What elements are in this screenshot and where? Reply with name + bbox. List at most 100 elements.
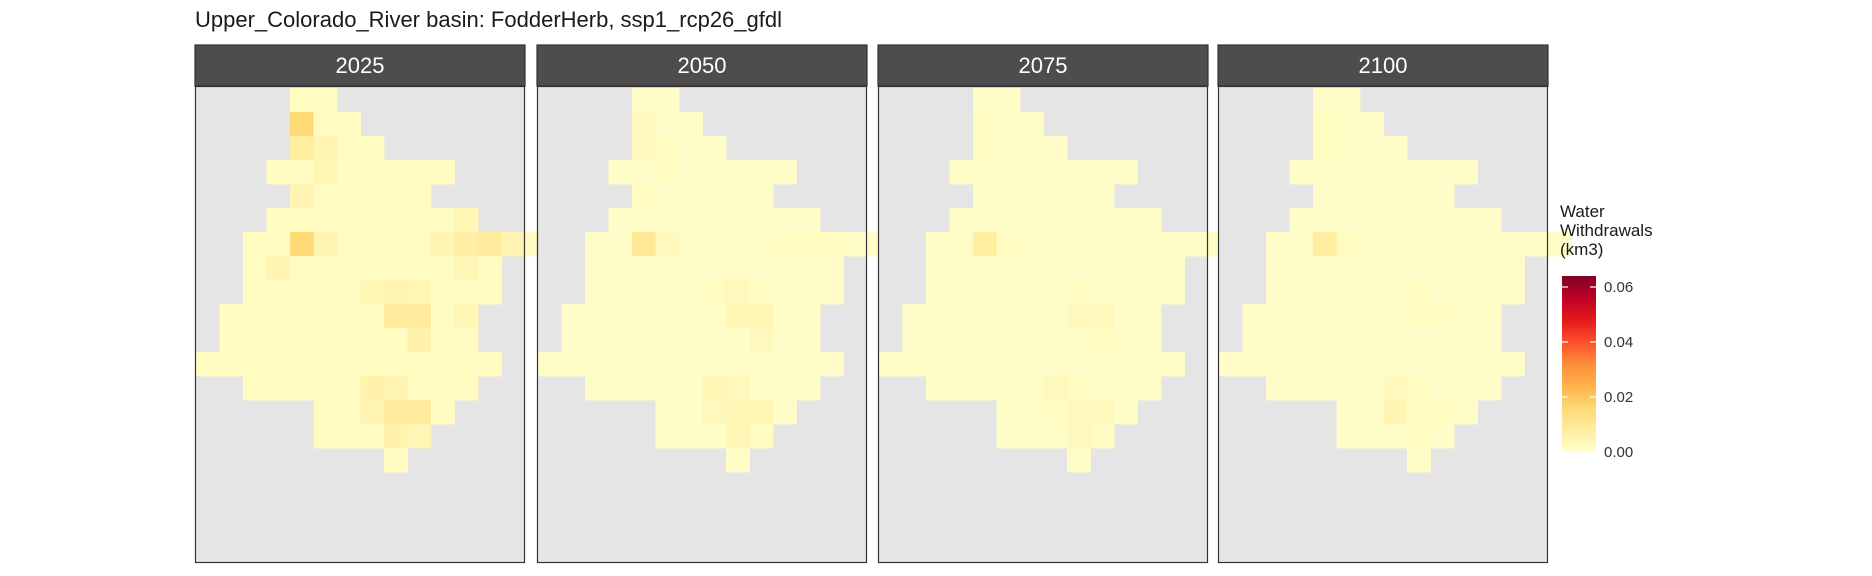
heatmap-cell <box>1067 376 1091 401</box>
heatmap-cell <box>1067 280 1091 305</box>
heatmap-cell <box>1090 352 1115 377</box>
heatmap-cell <box>337 376 361 401</box>
heatmap-cell <box>290 280 314 305</box>
heatmap-cell <box>996 256 1021 281</box>
heatmap-cell <box>384 304 408 329</box>
heatmap-cell <box>1360 376 1384 401</box>
heatmap-cell <box>679 160 703 185</box>
heatmap-cell <box>1067 328 1091 353</box>
heatmap-cell <box>585 256 609 281</box>
heatmap-cell <box>585 280 609 305</box>
heatmap-cell <box>773 304 797 329</box>
heatmap-cell <box>360 208 385 233</box>
heatmap-cell <box>1524 232 1549 257</box>
heatmap-cell <box>1477 352 1502 377</box>
heatmap-cell <box>973 304 997 329</box>
heatmap-cell <box>1313 88 1337 113</box>
heatmap-cell <box>726 280 750 305</box>
heatmap-cell <box>1020 376 1044 401</box>
heatmap-cell <box>360 160 385 185</box>
heatmap-cell <box>902 352 927 377</box>
heatmap-cell <box>1360 280 1384 305</box>
heatmap-cell <box>949 280 974 305</box>
heatmap-cell <box>1477 280 1502 305</box>
heatmap-cell <box>1090 328 1115 353</box>
heatmap-cell <box>360 232 385 257</box>
heatmap-cell <box>996 136 1021 161</box>
heatmap-cell <box>1407 280 1431 305</box>
heatmap-cell <box>337 304 361 329</box>
legend-title-line: Withdrawals <box>1560 221 1653 240</box>
heatmap-cell <box>1020 256 1044 281</box>
heatmap-cell <box>796 328 821 353</box>
facet-panel-2100: 2100 <box>1217 44 1572 564</box>
heatmap-cell <box>1454 256 1478 281</box>
heatmap-cell <box>1430 328 1455 353</box>
heatmap-cell <box>1137 328 1162 353</box>
color-legend: Water Withdrawals (km3) 0.00 0.02 0.04 0.06 <box>1560 202 1760 462</box>
heatmap-cell <box>1313 256 1337 281</box>
heatmap-cell <box>608 352 633 377</box>
legend-title: Water Withdrawals (km3) <box>1560 202 1653 259</box>
heatmap-cell <box>1067 256 1091 281</box>
heatmap-cell <box>585 376 609 401</box>
heatmap-cell <box>1336 184 1361 209</box>
heatmap-cell <box>1266 352 1290 377</box>
heatmap-cell <box>632 208 656 233</box>
heatmap-cell <box>1242 328 1267 353</box>
heatmap-cell <box>431 400 455 425</box>
heatmap-cell <box>585 232 609 257</box>
heatmap-cell <box>1477 256 1502 281</box>
heatmap-cell <box>313 256 338 281</box>
heatmap-cell <box>1043 184 1068 209</box>
heatmap-cell <box>1430 208 1455 233</box>
heatmap-cell <box>1360 184 1384 209</box>
heatmap-cell <box>820 280 844 305</box>
heatmap-cell <box>454 304 479 329</box>
heatmap-cell <box>1043 208 1068 233</box>
heatmap-cell <box>1289 232 1314 257</box>
heatmap-cell <box>1090 232 1115 257</box>
heatmap-cell <box>384 400 408 425</box>
heatmap-cell <box>632 184 656 209</box>
heatmap-cell <box>1289 280 1314 305</box>
heatmap-cell <box>1430 400 1455 425</box>
heatmap-cell <box>926 304 950 329</box>
heatmap-cell <box>1184 232 1209 257</box>
heatmap-cell <box>1114 256 1138 281</box>
legend-tick-label: 0.04 <box>1604 334 1633 351</box>
heatmap-cell <box>1360 352 1384 377</box>
heatmap-cell <box>749 184 774 209</box>
heatmap-cell <box>1336 112 1361 137</box>
heatmap-cell <box>926 256 950 281</box>
heatmap-cell <box>796 208 821 233</box>
heatmap-cell <box>1289 160 1314 185</box>
heatmap-cell <box>749 400 774 425</box>
heatmap-cell <box>926 376 950 401</box>
heatmap-cell <box>1090 184 1115 209</box>
heatmap-cell <box>796 232 821 257</box>
heatmap-cell <box>1336 88 1361 113</box>
heatmap-cell <box>1067 304 1091 329</box>
heatmap-cell <box>384 160 408 185</box>
heatmap-cell <box>1501 280 1525 305</box>
heatmap-cell <box>1454 232 1478 257</box>
heatmap-cell <box>1407 184 1431 209</box>
heatmap-cell <box>1067 232 1091 257</box>
heatmap-cell <box>726 232 750 257</box>
heatmap-cell <box>243 304 267 329</box>
heatmap-cell <box>243 280 267 305</box>
heatmap-cell <box>360 352 385 377</box>
heatmap-cell <box>1043 352 1068 377</box>
heatmap-cell <box>1383 208 1408 233</box>
heatmap-cell <box>407 280 432 305</box>
heatmap-cell <box>1477 208 1502 233</box>
heatmap-cell <box>749 280 774 305</box>
heatmap-cell <box>243 376 267 401</box>
heatmap-cell <box>608 304 633 329</box>
heatmap-cell <box>313 352 338 377</box>
heatmap-cell <box>1430 352 1455 377</box>
heatmap-cell <box>949 208 974 233</box>
heatmap-cell <box>478 280 502 305</box>
heatmap-cell <box>820 232 844 257</box>
